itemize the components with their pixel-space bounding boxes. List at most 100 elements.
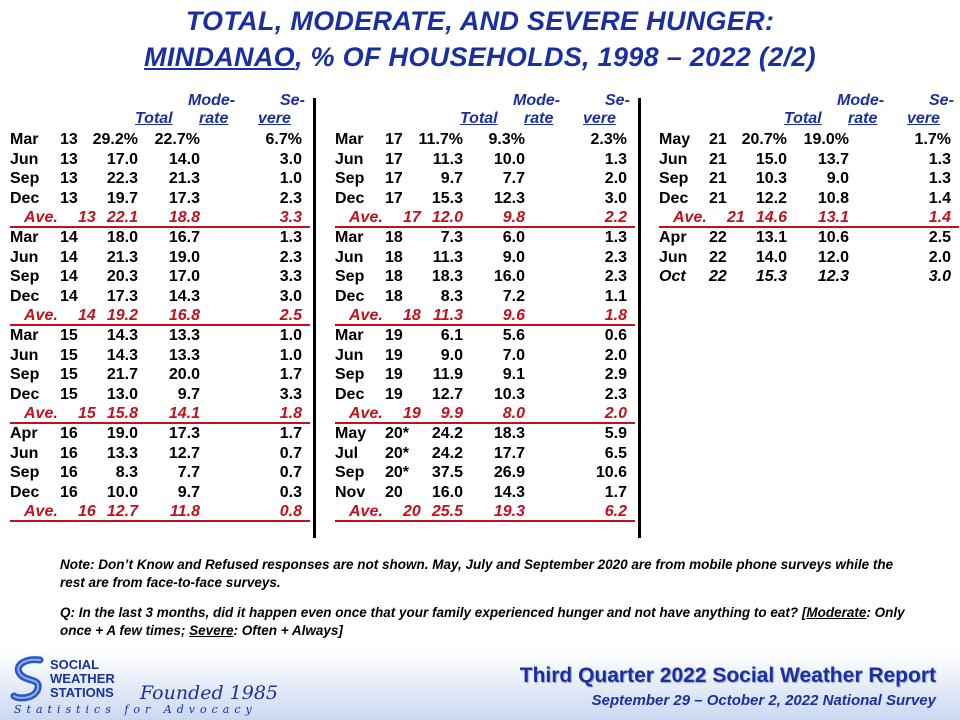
table-row: Dec 18 8.3 7.2 1.1 <box>335 287 635 306</box>
severe-value: 2.5 <box>279 307 302 325</box>
moderate-value: 7.2 <box>502 287 525 305</box>
survey-month: Sep <box>659 170 689 188</box>
survey-month: Ave. <box>349 209 383 227</box>
survey-month: Sep <box>335 268 365 286</box>
table-row: Sep 13 22.3 21.3 1.0 <box>10 169 310 188</box>
table-row: May 21 20.7% 19.0% 1.7% <box>659 130 959 149</box>
total-value: 8.3 <box>115 464 138 482</box>
total-value: 15.3 <box>755 268 787 286</box>
total-value: 16.0 <box>431 483 463 501</box>
moderate-value: 9.8 <box>502 209 525 227</box>
severe-value: 3.3 <box>279 268 302 286</box>
survey-month: Sep <box>10 268 40 286</box>
logo-line-3: STATIONS <box>50 685 114 700</box>
survey-year: 17 <box>385 189 403 207</box>
severe-value: 3.0 <box>928 268 951 286</box>
table-row: Sep 16 8.3 7.7 0.7 <box>10 463 310 482</box>
moderate-value: 14.0 <box>168 150 200 168</box>
survey-year: 14 <box>60 229 78 246</box>
hdr-moderate: rate <box>199 110 229 127</box>
severe-value: 2.2 <box>604 209 627 227</box>
table-row: Nov 20 16.0 14.3 1.7 <box>335 483 635 502</box>
severe-value: 3.0 <box>279 150 302 168</box>
hdr-severe: vere <box>907 110 940 127</box>
table-row: Jun 22 14.0 12.0 2.0 <box>659 248 959 267</box>
total-value: 15.3 <box>431 189 463 207</box>
moderate-value: 17.0 <box>168 268 200 286</box>
moderate-value: 13.1 <box>817 209 849 227</box>
total-value: 14.0 <box>755 248 787 266</box>
table-row: Jun 15 14.3 13.3 1.0 <box>10 346 310 365</box>
survey-year: 16 <box>60 425 78 442</box>
average-row: Ave. 20 25.5 19.3 6.2 <box>335 502 635 523</box>
severe-value: 2.3 <box>604 248 627 266</box>
survey-year: 13 <box>60 131 78 148</box>
moderate-value: 9.7 <box>177 483 200 501</box>
survey-month: Ave. <box>24 405 58 423</box>
severe-value: 6.7% <box>265 131 302 148</box>
survey-month: Jun <box>10 346 39 364</box>
survey-month: Mar <box>10 131 39 148</box>
survey-month: Dec <box>10 385 40 403</box>
survey-year: 17 <box>385 131 403 148</box>
total-value: 13.1 <box>755 229 787 246</box>
moderate-value: 12.3 <box>817 268 849 286</box>
average-row: Ave. 18 11.3 9.6 1.8 <box>335 306 635 327</box>
average-row: Ave. 13 22.1 18.8 3.3 <box>10 208 310 229</box>
total-value: 20.3 <box>106 268 138 286</box>
moderate-value: 26.9 <box>493 464 525 482</box>
total-value: 15.0 <box>755 150 787 168</box>
survey-month: Dec <box>335 287 365 305</box>
hdr-total: Total <box>784 110 822 127</box>
survey-month: Sep <box>10 366 40 384</box>
hdr-moderate: rate <box>848 110 878 127</box>
moderate-value: 22.7% <box>154 131 200 148</box>
survey-month: Ave. <box>349 307 383 325</box>
severe-value: 2.9 <box>604 366 627 384</box>
survey-year: 20* <box>385 425 410 442</box>
total-value: 9.0 <box>440 346 463 364</box>
total-value: 12.7 <box>106 503 138 521</box>
survey-month: Jun <box>10 150 39 168</box>
total-value: 18.3 <box>431 268 463 286</box>
moderate-value: 12.0 <box>817 248 849 266</box>
total-value: 13.0 <box>106 385 138 403</box>
page-subtitle: MINDANAO, % OF HOUSEHOLDS, 1998 – 2022 (… <box>0 40 960 74</box>
severe-value: 6.2 <box>604 503 627 521</box>
hdr-severe-top: Se- <box>929 92 954 109</box>
survey-month: Mar <box>335 327 364 344</box>
severe-value: 1.3 <box>928 170 951 188</box>
survey-month: Ave. <box>673 209 707 227</box>
logo-tagline: Statistics for Advocacy <box>14 703 257 716</box>
table-row: Jun 16 13.3 12.7 0.7 <box>10 444 310 463</box>
survey-month: May <box>659 131 691 148</box>
survey-year: 21 <box>709 150 727 168</box>
survey-year: 15 <box>60 346 78 364</box>
severe-value: 2.0 <box>604 346 627 364</box>
table-row: Dec 19 12.7 10.3 2.3 <box>335 385 635 404</box>
survey-month: Jun <box>335 346 364 364</box>
table-row: Sep 17 9.7 7.7 2.0 <box>335 169 635 188</box>
moderate-value: 8.0 <box>502 405 525 423</box>
average-row: Ave. 15 15.8 14.1 1.8 <box>10 404 310 425</box>
moderate-value: 7.7 <box>502 170 525 188</box>
survey-year: 19 <box>385 366 403 384</box>
survey-year: 18 <box>385 287 403 305</box>
survey-month: Sep <box>335 170 365 188</box>
survey-month: Dec <box>10 483 40 501</box>
total-value: 20.7% <box>741 131 787 148</box>
sws-logo-icon <box>10 656 44 702</box>
moderate-value: 21.3 <box>168 170 200 188</box>
table-row: Jun 19 9.0 7.0 2.0 <box>335 346 635 365</box>
total-value: 11.7% <box>418 131 463 148</box>
total-value: 11.3 <box>432 150 463 168</box>
total-value: 24.2 <box>431 444 463 462</box>
moderate-value: 10.3 <box>493 385 525 403</box>
table-row: Sep 20* 37.5 26.9 10.6 <box>335 463 635 482</box>
survey-year: 14 <box>60 287 78 305</box>
subtitle-rest: , % OF HOUSEHOLDS, 1998 – 2022 (2/2) <box>294 42 816 72</box>
table-row: Dec 15 13.0 9.7 3.3 <box>10 385 310 404</box>
hdr-moderate-top: Mode- <box>513 92 561 109</box>
table-row: Mar 18 7.3 6.0 1.3 <box>335 228 635 247</box>
average-row: Ave. 14 19.2 16.8 2.5 <box>10 306 310 327</box>
